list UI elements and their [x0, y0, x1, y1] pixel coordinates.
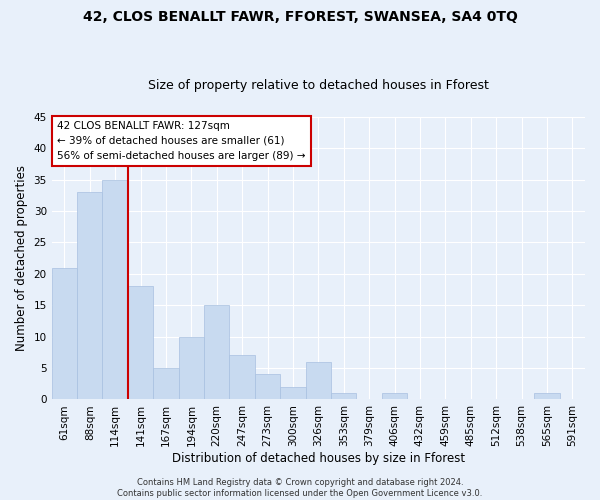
- Bar: [103, 180, 128, 400]
- Text: Contains HM Land Registry data © Crown copyright and database right 2024.
Contai: Contains HM Land Registry data © Crown c…: [118, 478, 482, 498]
- Bar: [153, 368, 179, 400]
- Bar: [204, 305, 229, 400]
- Text: 42 CLOS BENALLT FAWR: 127sqm
← 39% of detached houses are smaller (61)
56% of se: 42 CLOS BENALLT FAWR: 127sqm ← 39% of de…: [57, 121, 305, 160]
- Title: Size of property relative to detached houses in Fforest: Size of property relative to detached ho…: [148, 79, 489, 92]
- Bar: [305, 362, 331, 400]
- Bar: [255, 374, 280, 400]
- Bar: [280, 387, 305, 400]
- Bar: [77, 192, 103, 400]
- Bar: [382, 393, 407, 400]
- Bar: [331, 393, 356, 400]
- Y-axis label: Number of detached properties: Number of detached properties: [15, 165, 28, 351]
- Bar: [52, 268, 77, 400]
- Bar: [179, 336, 204, 400]
- X-axis label: Distribution of detached houses by size in Fforest: Distribution of detached houses by size …: [172, 452, 465, 465]
- Bar: [534, 393, 560, 400]
- Bar: [128, 286, 153, 400]
- Text: 42, CLOS BENALLT FAWR, FFOREST, SWANSEA, SA4 0TQ: 42, CLOS BENALLT FAWR, FFOREST, SWANSEA,…: [83, 10, 517, 24]
- Bar: [229, 356, 255, 400]
